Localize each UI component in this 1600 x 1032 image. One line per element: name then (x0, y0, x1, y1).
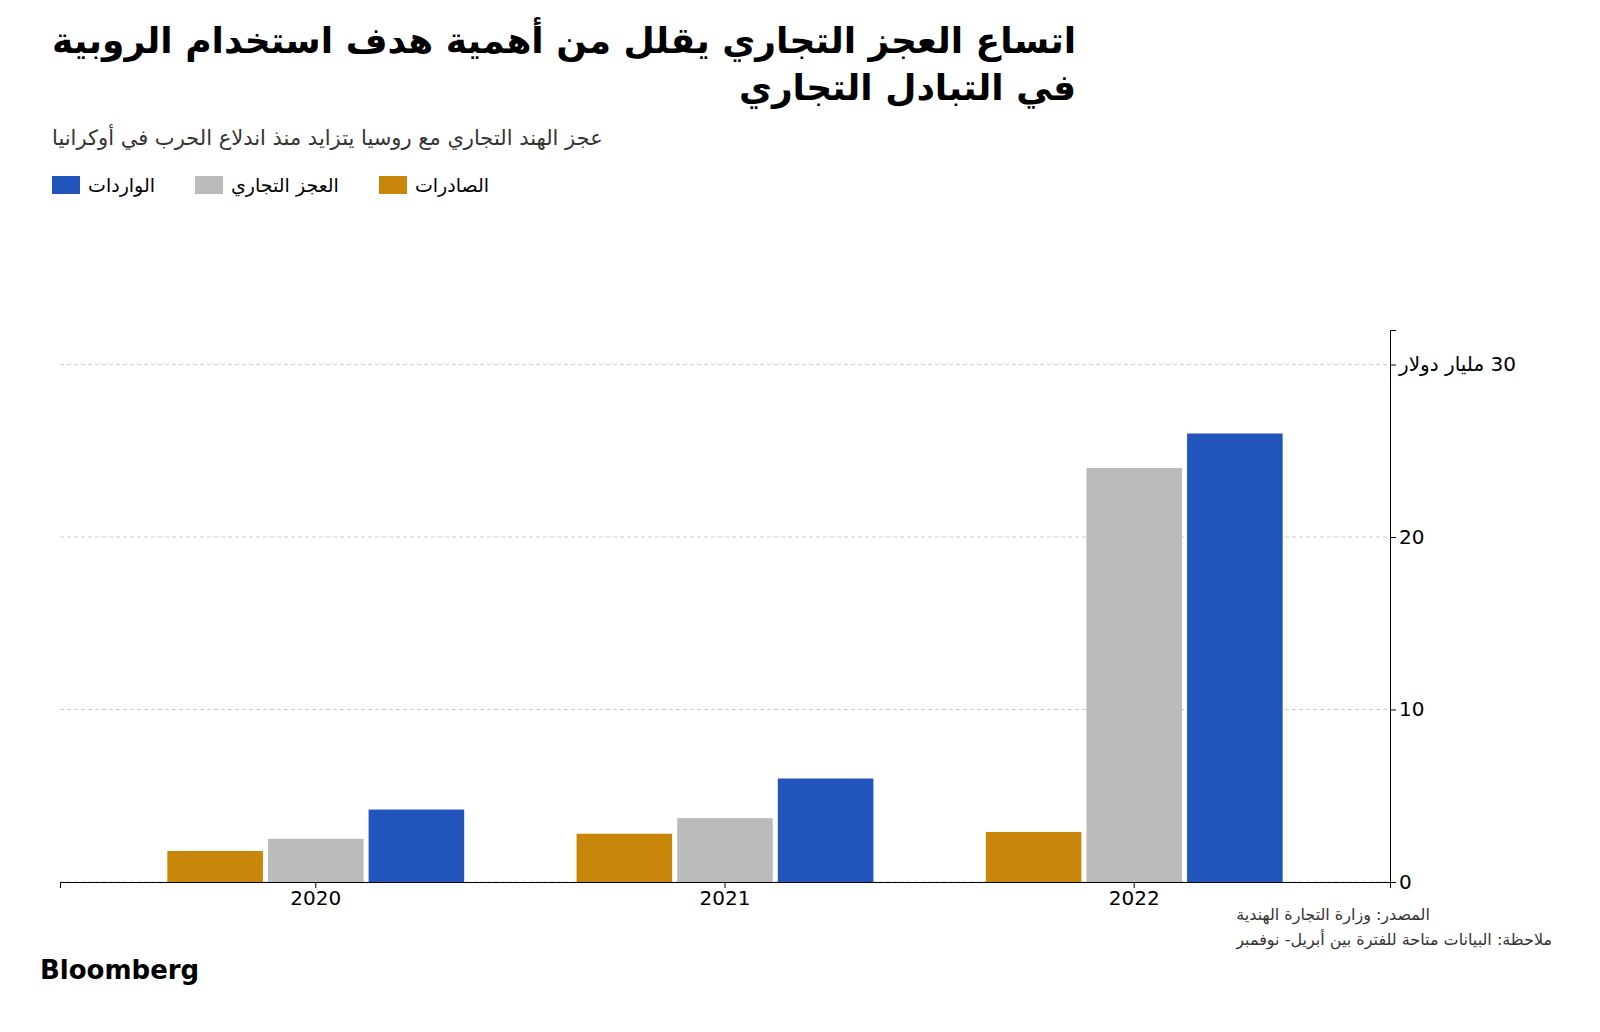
plot: 2020 2021 2022 0 10 20 30 مليار دولار (60, 331, 1516, 911)
legend-label: الصادرات (415, 174, 489, 196)
legend: الصادرات العجز التجاري الواردات (52, 174, 489, 196)
y-tick-label: 30 مليار دولار (1398, 352, 1516, 376)
y-tick: 30 مليار دولار (1390, 352, 1516, 376)
bar (268, 839, 364, 882)
grid-line (60, 364, 1390, 365)
x-tick: 2021 (700, 882, 751, 910)
y-tick-label: 20 (1399, 525, 1424, 549)
y-tick: 10 (1390, 697, 1424, 721)
x-tick-label: 2020 (290, 886, 341, 910)
y-tick-label: 10 (1399, 697, 1424, 721)
x-tick: 2020 (290, 882, 341, 910)
y-tick-mark (1390, 710, 1396, 711)
brand: Bloomberg (40, 955, 199, 985)
y-tick-mark (1390, 365, 1396, 366)
notes: المصدر: وزارة التجارة الهندية ملاحظة: الب… (1236, 905, 1552, 949)
legend-swatch (52, 176, 80, 194)
x-axis: 2020 2021 2022 (61, 882, 1391, 910)
bar (677, 818, 773, 882)
bar (986, 832, 1082, 882)
y-axis-line (1391, 331, 1397, 883)
note: ملاحظة: البيانات متاحة للفترة بين أبريل-… (1236, 930, 1552, 949)
bar (778, 779, 874, 883)
legend-label: الواردات (88, 174, 155, 196)
chart: 2020 2021 2022 0 10 20 30 مليار دولار (0, 0, 1600, 1032)
y-tick-mark (1390, 537, 1396, 538)
bars (167, 434, 1282, 883)
title: اتساع العجز التجاري يقلل من أهمية هدف اس… (52, 18, 1076, 112)
legend-swatch (195, 176, 223, 194)
legend-item: الواردات (52, 174, 155, 196)
x-tick-label: 2021 (700, 886, 751, 910)
x-tick-label: 2022 (1109, 886, 1160, 910)
legend-swatch (379, 176, 407, 194)
legend-item: الصادرات (379, 174, 489, 196)
bar (1086, 468, 1182, 882)
bar (167, 851, 263, 882)
series (369, 434, 1283, 883)
legend-label: العجز التجاري (231, 174, 339, 196)
y-tick-label: 0 (1399, 870, 1412, 894)
legend-item: العجز التجاري (195, 174, 339, 196)
y-tick: 0 (1390, 870, 1412, 894)
x-tick: 2022 (1109, 882, 1160, 910)
grid (60, 365, 1390, 883)
subtitle: عجز الهند التجاري مع روسيا يتزايد منذ ان… (52, 126, 603, 150)
y-tick-mark (1390, 882, 1396, 883)
bar (1187, 434, 1283, 883)
header: اتساع العجز التجاري يقلل من أهمية هدف اس… (52, 18, 1552, 196)
series (268, 468, 1182, 882)
y-tick: 20 (1390, 525, 1424, 549)
y-axis: 0 10 20 30 مليار دولار (1390, 331, 1516, 894)
bar (369, 810, 465, 882)
note: المصدر: وزارة التجارة الهندية (1236, 905, 1430, 924)
series (167, 832, 1081, 882)
bar (577, 834, 673, 882)
